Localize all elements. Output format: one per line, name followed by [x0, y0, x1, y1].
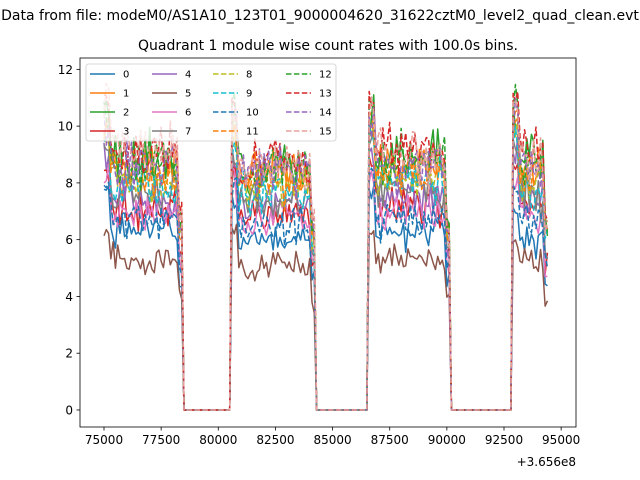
x-tick-label: 75000 — [85, 433, 123, 447]
legend-label-8: 8 — [246, 70, 252, 81]
legend-label-4: 4 — [185, 70, 191, 81]
x-tick-label: 92500 — [485, 433, 523, 447]
legend-label-10: 10 — [246, 108, 259, 119]
chart-title: Quadrant 1 module wise count rates with … — [138, 38, 518, 54]
legend-label-15: 15 — [319, 127, 332, 138]
series-5-line — [103, 223, 549, 411]
series-14-line — [103, 97, 549, 411]
x-tick-label: 90000 — [428, 433, 466, 447]
legend-label-2: 2 — [123, 108, 129, 119]
legend-label-5: 5 — [185, 89, 191, 100]
legend-label-0: 0 — [123, 70, 129, 81]
x-tick-label: 80000 — [199, 433, 237, 447]
series-7-line — [103, 127, 549, 411]
legend-box — [85, 63, 337, 142]
legend-label-11: 11 — [246, 127, 259, 138]
series-2-line — [103, 94, 549, 411]
legend-label-13: 13 — [319, 89, 332, 100]
y-tick-label: 6 — [65, 233, 73, 247]
legend-label-7: 7 — [185, 127, 191, 138]
series-15-line — [103, 82, 549, 411]
legend-label-6: 6 — [185, 108, 191, 119]
legend-label-14: 14 — [319, 108, 332, 119]
series-4-line — [103, 134, 548, 411]
legend-label-1: 1 — [123, 89, 129, 100]
y-tick-label: 0 — [65, 403, 73, 417]
x-tick-label: 95000 — [542, 433, 580, 447]
legend-label-12: 12 — [319, 70, 332, 81]
y-tick-label: 10 — [58, 120, 73, 134]
series-0-line — [103, 185, 548, 411]
x-tick-label: 85000 — [313, 433, 351, 447]
plot-frame — [79, 57, 577, 428]
series-layer — [103, 82, 549, 411]
legend-label-9: 9 — [246, 89, 252, 100]
y-tick-label: 4 — [65, 290, 73, 304]
x-tick-label: 77500 — [142, 433, 180, 447]
y-tick-label: 2 — [65, 347, 73, 361]
chart-suptitle: Data from file: modeM0/AS1A10_123T01_900… — [1, 8, 639, 24]
x-tick-label: 87500 — [371, 433, 409, 447]
x-offset-label: +3.656e8 — [517, 455, 576, 469]
y-tick-label: 12 — [58, 63, 73, 77]
legend-label-3: 3 — [123, 127, 129, 138]
x-tick-label: 82500 — [256, 433, 294, 447]
y-tick-label: 8 — [65, 176, 73, 190]
axes-layer: 75000 77500 80000 82500 85000 87500 90000 92500… — [58, 57, 580, 469]
